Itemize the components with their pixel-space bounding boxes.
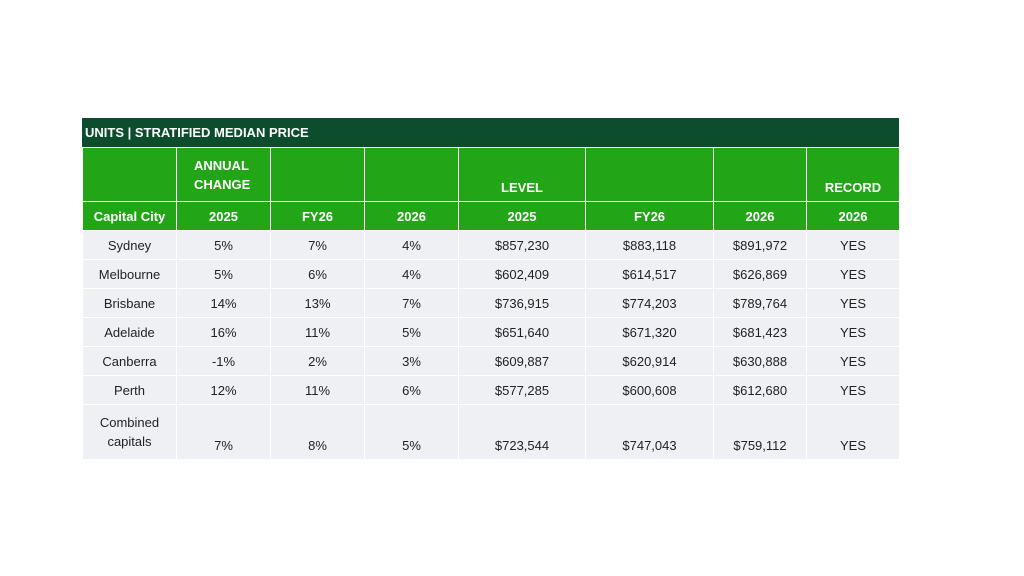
value-cell: 11% [270,317,365,347]
header-group-empty [82,147,177,202]
table-title: UNITS | STRATIFIED MEDIAN PRICE [82,118,899,147]
value-cell: $651,640 [458,317,586,347]
column-header: 2025 [458,201,586,231]
table-row: Perth 12% 11% 6% $577,285 $600,608 $612,680 YES [82,375,900,405]
value-cell: 6% [270,259,365,289]
city-cell: Canberra [82,346,177,376]
value-cell: 12% [176,375,271,405]
city-cell: Perth [82,375,177,405]
table-row: Melbourne 5% 6% 4% $602,409 $614,517 $626,869 Y… [82,259,900,289]
value-cell: -1% [176,346,271,376]
value-cell: 7% [364,288,459,318]
value-cell: 16% [176,317,271,347]
median-price-table: ANNUAL CHANGE LEVEL RECORD Capital City … [82,147,900,460]
column-header: 2026 [713,201,807,231]
header-group-empty [585,147,714,202]
value-cell: YES [806,288,900,318]
value-cell: $612,680 [713,375,807,405]
value-cell: 7% [176,404,271,460]
value-cell: 2% [270,346,365,376]
value-cell: 11% [270,375,365,405]
table-row: Adelaide 16% 11% 5% $651,640 $671,320 $681,423… [82,317,900,347]
city-cell: Adelaide [82,317,177,347]
value-cell: $736,915 [458,288,586,318]
value-cell: $759,112 [713,404,807,460]
header-annual-change: ANNUAL CHANGE [176,147,271,202]
table-row: Canberra -1% 2% 3% $609,887 $620,914 $630,888 Y… [82,346,900,376]
value-cell: $626,869 [713,259,807,289]
value-cell: $774,203 [585,288,714,318]
header-group-empty [364,147,459,202]
value-cell: 4% [364,230,459,260]
city-cell: Sydney [82,230,177,260]
city-cell: Combined capitals [82,404,177,460]
value-cell: 5% [176,259,271,289]
column-header: FY26 [585,201,714,231]
table-row: Brisbane 14% 13% 7% $736,915 $774,203 $789,764… [82,288,900,318]
value-cell: 7% [270,230,365,260]
value-cell: $789,764 [713,288,807,318]
table-row: Combined capitals 7% 8% 5% $723,544 $747,043 $… [82,404,900,460]
header-group-row: ANNUAL CHANGE LEVEL RECORD [82,147,900,202]
value-cell: $609,887 [458,346,586,376]
column-header: 2025 [176,201,271,231]
value-cell: $614,517 [585,259,714,289]
column-header: 2026 [364,201,459,231]
column-header: FY26 [270,201,365,231]
value-cell: $620,914 [585,346,714,376]
value-cell: 5% [364,404,459,460]
value-cell: $891,972 [713,230,807,260]
table-row: Sydney 5% 7% 4% $857,230 $883,118 $891,972 YES [82,230,900,260]
value-cell: $857,230 [458,230,586,260]
value-cell: $600,608 [585,375,714,405]
value-cell: 8% [270,404,365,460]
value-cell: YES [806,259,900,289]
table-body: Sydney 5% 7% 4% $857,230 $883,118 $891,972 YES M… [82,230,900,460]
header-record: RECORD [806,147,900,202]
value-cell: 5% [176,230,271,260]
value-cell: YES [806,404,900,460]
city-cell: Brisbane [82,288,177,318]
value-cell: 3% [364,346,459,376]
header-group-empty [270,147,365,202]
value-cell: YES [806,375,900,405]
value-cell: YES [806,317,900,347]
value-cell: 5% [364,317,459,347]
city-cell: Melbourne [82,259,177,289]
price-table-panel: UNITS | STRATIFIED MEDIAN PRICE ANNUAL C… [82,118,900,460]
value-cell: $602,409 [458,259,586,289]
value-cell: $671,320 [585,317,714,347]
column-header: 2026 [806,201,900,231]
header-level: LEVEL [458,147,586,202]
value-cell: $723,544 [458,404,586,460]
value-cell: YES [806,346,900,376]
value-cell: $630,888 [713,346,807,376]
value-cell: 4% [364,259,459,289]
value-cell: 6% [364,375,459,405]
value-cell: 14% [176,288,271,318]
column-header: Capital City [82,201,177,231]
header-group-empty [713,147,807,202]
value-cell: $747,043 [585,404,714,460]
column-header-row: Capital City 2025 FY26 2026 2025 FY26 20… [82,201,900,231]
value-cell: $883,118 [585,230,714,260]
value-cell: YES [806,230,900,260]
value-cell: 13% [270,288,365,318]
value-cell: $681,423 [713,317,807,347]
value-cell: $577,285 [458,375,586,405]
